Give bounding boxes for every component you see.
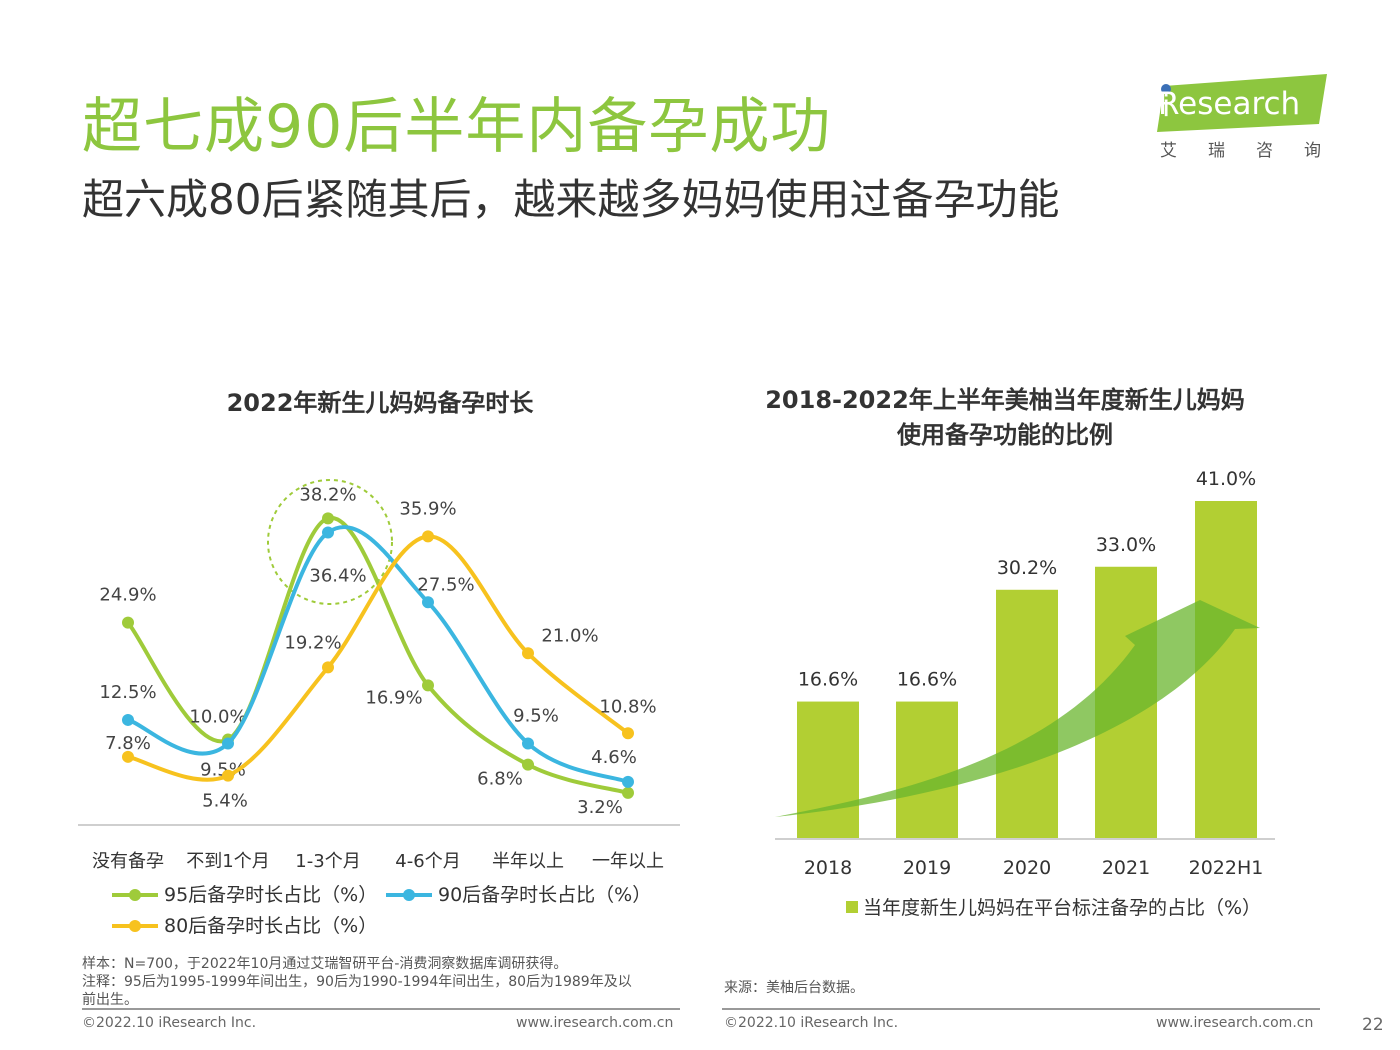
bar-value-label: 33.0%: [1096, 534, 1156, 556]
category-label: 半年以上: [492, 851, 564, 872]
trend-arrow-icon: [775, 600, 1260, 817]
page-number: 22: [1362, 1015, 1384, 1035]
page-title: 超七成90后半年内备孕成功: [82, 92, 832, 162]
category-label: 1-3个月: [295, 851, 360, 872]
bar: [996, 589, 1058, 838]
category-label: 一年以上: [592, 851, 664, 872]
legend-swatch-dot: [129, 889, 141, 901]
logo-wordmark: Research: [1158, 86, 1301, 122]
data-label: 36.4%: [309, 565, 366, 586]
data-point: [422, 679, 434, 692]
logo-dot-icon: [1161, 84, 1171, 94]
legend-swatch: [846, 901, 858, 913]
bar-chart-title-line2: 使用备孕功能的比例: [897, 421, 1113, 449]
bar-chart-title-line1: 2018-2022年上半年美柚当年度新生儿妈妈: [765, 386, 1245, 414]
data-label: 16.9%: [365, 687, 422, 708]
data-label: 9.5%: [513, 705, 559, 726]
logo-i: i: [1162, 89, 1170, 124]
category-label: 2019: [903, 857, 951, 879]
footer-url-left: www.iresearch.com.cn: [516, 1015, 674, 1031]
series-line-2: [126, 534, 630, 782]
bar-value-label: 30.2%: [997, 557, 1057, 579]
data-point: [122, 616, 134, 629]
data-point: [622, 727, 634, 740]
footer-copyright-right: ©2022.10 iResearch Inc.: [724, 1015, 899, 1031]
legend-swatch-dot: [129, 920, 141, 932]
bar-value-label: 41.0%: [1196, 468, 1256, 490]
page-subtitle: 超六成80后紧随其后，越来越多妈妈使用过备孕功能: [82, 175, 1060, 224]
data-point: [622, 786, 634, 799]
bar: [797, 701, 859, 838]
data-point: [122, 713, 134, 726]
footer-url-right: www.iresearch.com.cn: [1156, 1015, 1314, 1031]
iresearch-logo: i: [1157, 74, 1327, 132]
data-label: 6.8%: [477, 769, 523, 790]
data-point: [522, 647, 534, 660]
legend-label: 80后备孕时长占比（%）: [164, 915, 377, 937]
legend-label: 95后备孕时长占比（%）: [164, 884, 377, 906]
data-point: [522, 758, 534, 771]
legend-label: 90后备孕时长占比（%）: [438, 884, 651, 906]
footer-rule-right: [722, 1008, 1320, 1010]
data-point: [422, 530, 434, 543]
data-label: 12.5%: [99, 682, 156, 703]
line-category-labels: 没有备孕 不到1个月 1-3个月 4-6个月 半年以上 一年以上: [92, 851, 664, 872]
category-label: 没有备孕: [92, 851, 164, 872]
data-point: [222, 737, 234, 750]
data-label: 7.8%: [105, 733, 151, 754]
data-point: [522, 737, 534, 750]
category-label: 不到1个月: [186, 851, 269, 872]
data-point: [322, 526, 334, 539]
footer-copyright-left: ©2022.10 iResearch Inc.: [82, 1015, 257, 1031]
data-label: 9.5%: [200, 759, 246, 780]
bar-chart-legend: 当年度新生儿妈妈在平台标注备孕的占比（%）: [846, 897, 1261, 919]
logo-chinese-name: 艾瑞咨询: [1160, 141, 1352, 161]
series-line-1: [126, 525, 630, 784]
data-point: [322, 512, 334, 525]
bar-category-labels: 2018 2019 2020 2021 2022H1: [804, 857, 1264, 879]
category-label: 2022H1: [1189, 857, 1264, 879]
bar: [896, 701, 958, 838]
bar-chart: 16.6% 16.6%30.2%33.0%41.0% 2018 2019 2020 20…: [775, 468, 1275, 919]
data-label: 35.9%: [399, 498, 456, 519]
data-label: 21.0%: [541, 625, 598, 646]
line-series-group: 24.9% 10.0% 38.2% 16.9% 6.8% 3.2% 12.5% 9.5% 36.…: [99, 484, 656, 818]
bar-chart-title: 2018-2022年上半年美柚当年度新生儿妈妈 使用备孕功能的比例: [720, 383, 1290, 453]
data-point: [322, 661, 334, 674]
source-note: 来源：美柚后台数据。: [724, 980, 864, 996]
legend-swatch-dot: [403, 889, 415, 901]
data-label: 10.0%: [189, 707, 246, 728]
data-label: 5.4%: [202, 791, 248, 812]
category-label: 2021: [1102, 857, 1150, 879]
line-chart-legend: 95后备孕时长占比（%） 90后备孕时长占比（%） 80后备孕时长占比（%）: [112, 884, 651, 937]
logo-green-banner: [1157, 74, 1327, 132]
bar-value-label: 16.6%: [897, 669, 957, 691]
data-point: [622, 775, 634, 788]
bar-value-label: 16.6%: [798, 669, 858, 691]
category-label: 4-6个月: [395, 851, 460, 872]
line-chart-title: 2022年新生儿妈妈备孕时长: [226, 389, 534, 417]
data-label: 24.9%: [99, 585, 156, 606]
definition-note-line2: 前出生。: [82, 992, 138, 1008]
data-label: 38.2%: [299, 484, 356, 505]
data-point: [122, 750, 134, 763]
footer-rule-left: [82, 1008, 680, 1010]
data-label: 10.8%: [599, 696, 656, 717]
peak-highlight-circle: [267, 479, 393, 605]
data-label: 3.2%: [577, 797, 623, 818]
data-point: [222, 769, 234, 782]
definition-note-line1: 注释：95后为1995-1999年间出生，90后为1990-1994年间出生，8…: [82, 974, 632, 990]
data-label: 19.2%: [284, 632, 341, 653]
bar: [1195, 501, 1257, 838]
data-label: 4.6%: [591, 747, 637, 768]
sample-note: 样本：N=700，于2022年10月通过艾瑞智研平台-消费洞察数据库调研获得。: [82, 956, 568, 972]
data-label: 27.5%: [417, 574, 474, 595]
data-point: [422, 596, 434, 609]
line-chart: 24.9% 10.0% 38.2% 16.9% 6.8% 3.2% 12.5% 9.5% 36.…: [78, 479, 680, 937]
category-label: 2020: [1003, 857, 1051, 879]
legend-label: 当年度新生儿妈妈在平台标注备孕的占比（%）: [863, 897, 1261, 919]
category-label: 2018: [804, 857, 852, 879]
